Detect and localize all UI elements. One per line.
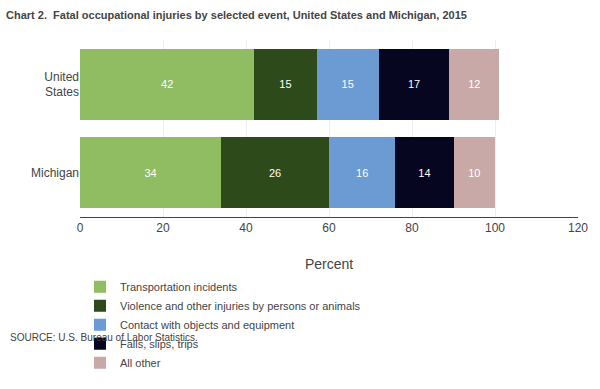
svg-text:15: 15 (342, 78, 354, 90)
svg-text:20: 20 (156, 221, 170, 235)
svg-text:80: 80 (405, 221, 419, 235)
svg-text:Violence and other injuries by: Violence and other injuries by persons o… (120, 300, 361, 312)
svg-text:12: 12 (468, 78, 480, 90)
svg-text:0: 0 (77, 221, 84, 235)
svg-text:Chart 2. Fatal occupational i: Chart 2. Fatal occupational injuries by … (6, 9, 467, 21)
svg-text:100: 100 (485, 221, 505, 235)
svg-text:16: 16 (356, 167, 368, 179)
svg-text:UnitedStates: UnitedStates (44, 70, 79, 100)
svg-text:15: 15 (279, 78, 291, 90)
svg-text:10: 10 (468, 167, 480, 179)
svg-text:26: 26 (269, 167, 281, 179)
svg-text:42: 42 (161, 78, 173, 90)
svg-text:Contact with objects and equip: Contact with objects and equipment (120, 319, 294, 331)
svg-text:All other: All other (120, 357, 161, 369)
svg-text:Percent: Percent (305, 256, 353, 272)
svg-text:34: 34 (144, 167, 156, 179)
svg-text:17: 17 (408, 78, 420, 90)
svg-text:SOURCE: U.S. Bureau of Labor S: SOURCE: U.S. Bureau of Labor Statistics. (10, 332, 198, 343)
svg-text:120: 120 (568, 221, 588, 235)
svg-text:14: 14 (418, 167, 430, 179)
svg-text:Michigan: Michigan (31, 166, 79, 180)
svg-text:Transportation incidents: Transportation incidents (120, 281, 237, 293)
svg-text:Falls, slips, trips: Falls, slips, trips (120, 338, 199, 350)
svg-text:40: 40 (239, 221, 253, 235)
svg-text:60: 60 (322, 221, 336, 235)
